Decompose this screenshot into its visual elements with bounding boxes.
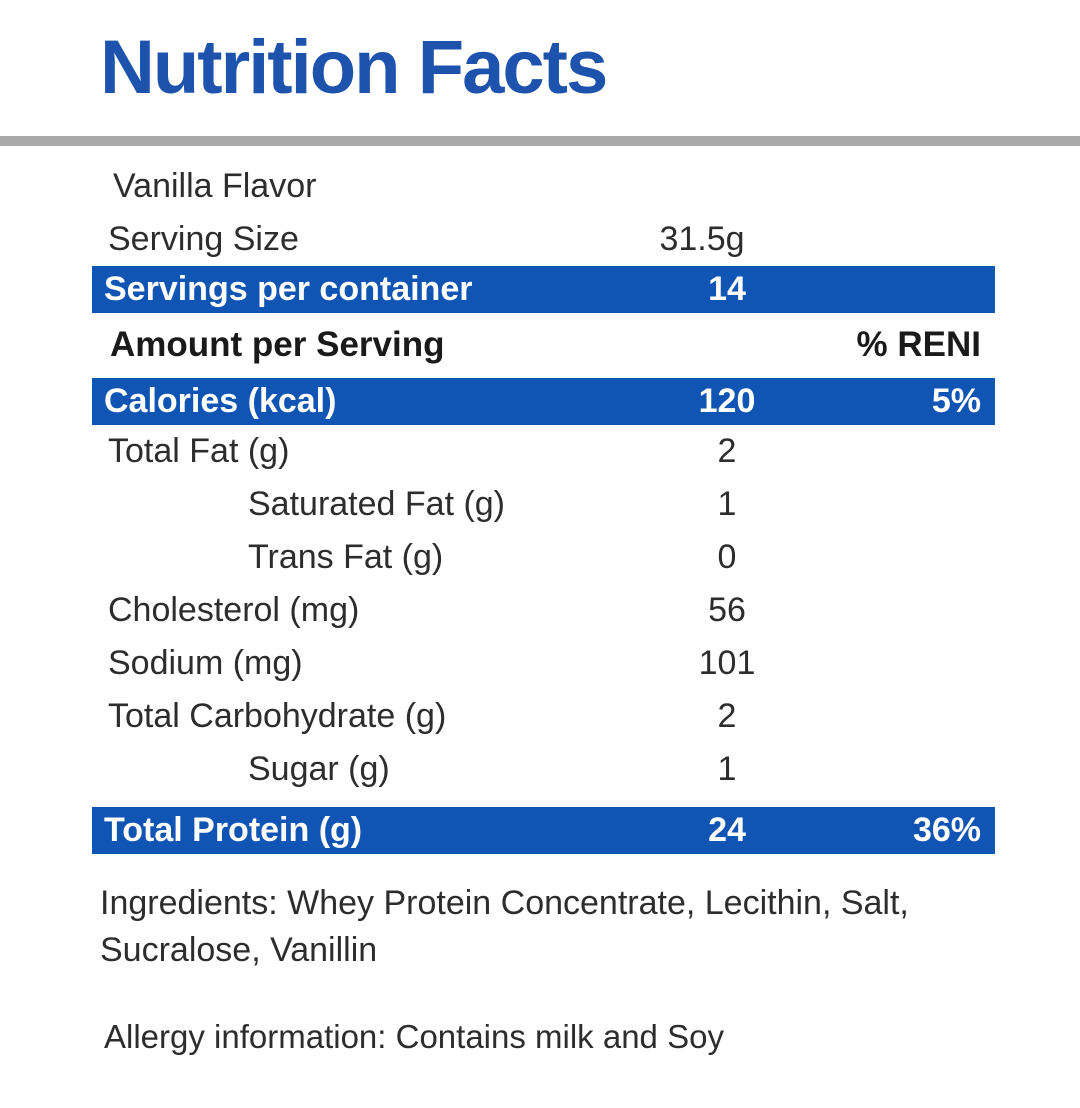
nutrient-row-trans-fat: Trans Fat (g) 0 <box>92 531 995 584</box>
calories-label: Calories (kcal) <box>104 381 337 420</box>
nutrient-row-sugar: Sugar (g) 1 <box>92 743 995 796</box>
total-protein-value: 24 <box>708 810 746 849</box>
total-protein-percent: 36% <box>912 810 981 849</box>
nutrient-label: Cholesterol (mg) <box>108 590 360 629</box>
amount-per-serving-label: Amount per Serving <box>110 325 445 365</box>
serving-size-value: 31.5g <box>659 219 745 258</box>
nutrient-value: 1 <box>717 749 737 788</box>
total-protein-label: Total Protein (g) <box>104 810 363 849</box>
nutrient-label: Trans Fat (g) <box>248 537 444 576</box>
nutrient-value: 56 <box>708 590 746 629</box>
label-body: Vanilla Flavor Serving Size 31.5g Servin… <box>92 160 995 1056</box>
serving-size-label: Serving Size <box>108 219 299 258</box>
flavor-row: Vanilla Flavor <box>92 160 995 213</box>
nutrient-value: 101 <box>698 643 756 682</box>
servings-per-container-label: Servings per container <box>104 269 473 308</box>
nutrient-row-sodium: Sodium (mg) 101 <box>92 637 995 690</box>
nutrient-row-total-fat: Total Fat (g) 2 <box>92 425 995 478</box>
calories-percent: 5% <box>931 381 981 420</box>
nutrient-value: 0 <box>717 537 737 576</box>
amount-per-serving-header: Amount per Serving % RENI <box>92 313 995 378</box>
nutrient-value: 1 <box>717 484 737 523</box>
title-divider <box>0 135 1080 146</box>
nutrient-value: 2 <box>717 696 737 735</box>
ingredients-text: Ingredients: Whey Protein Concentrate, L… <box>100 883 909 969</box>
flavor-text: Vanilla Flavor <box>113 166 317 205</box>
serving-size-row: Serving Size 31.5g <box>92 213 995 266</box>
total-protein-row: Total Protein (g) 24 36% <box>92 806 995 854</box>
allergy-information-text: Allergy information: Contains milk and S… <box>104 1017 724 1055</box>
nutrient-label: Total Carbohydrate (g) <box>108 696 447 735</box>
nutrient-row-cholesterol: Cholesterol (mg) 56 <box>92 584 995 637</box>
nutrient-row-total-carbohydrate: Total Carbohydrate (g) 2 <box>92 690 995 743</box>
nutrition-facts-label: Nutrition Facts Vanilla Flavor Serving S… <box>0 28 1080 1108</box>
servings-per-container-row: Servings per container 14 <box>92 265 995 313</box>
nutrient-value: 2 <box>717 431 737 470</box>
page-title: Nutrition Facts <box>100 25 608 110</box>
nutrient-label: Total Fat (g) <box>108 431 290 470</box>
nutrient-row-saturated-fat: Saturated Fat (g) 1 <box>92 478 995 531</box>
servings-per-container-value: 14 <box>708 269 746 308</box>
calories-row: Calories (kcal) 120 5% <box>92 377 995 425</box>
nutrient-label: Saturated Fat (g) <box>248 484 506 523</box>
percent-reni-label: % RENI <box>856 325 981 365</box>
calories-value: 120 <box>698 381 756 420</box>
nutrient-label: Sugar (g) <box>248 749 390 788</box>
nutrient-label: Sodium (mg) <box>108 643 303 682</box>
